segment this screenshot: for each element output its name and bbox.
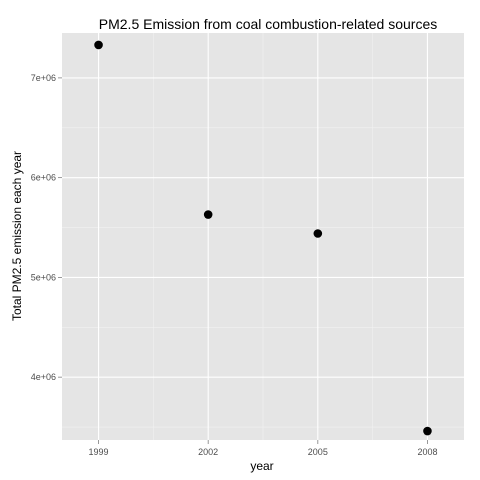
data-point bbox=[203, 210, 213, 219]
data-point bbox=[313, 229, 323, 238]
data-point bbox=[94, 40, 103, 50]
y-tick-label: 6e+06 bbox=[31, 173, 56, 183]
minor-gridlines bbox=[62, 33, 464, 440]
x-tick-label: 2005 bbox=[308, 447, 328, 457]
x-tick-label: 2002 bbox=[198, 447, 218, 457]
x-axis-ticks: 1999 2002 2005 2008 bbox=[89, 440, 437, 457]
data-point bbox=[423, 426, 432, 436]
y-tick-label: 4e+06 bbox=[31, 372, 56, 382]
x-axis-title: year bbox=[250, 459, 273, 473]
x-tick-label: 2008 bbox=[417, 447, 437, 457]
y-axis-title: Total PM2.5 emission each year bbox=[10, 151, 24, 321]
y-tick-label: 7e+06 bbox=[31, 73, 56, 83]
y-tick-label: 5e+06 bbox=[31, 272, 56, 282]
chart-title: PM2.5 Emission from coal combustion-rela… bbox=[99, 16, 437, 32]
data-points bbox=[94, 40, 432, 436]
y-axis-ticks: 4e+06 5e+06 6e+06 7e+06 bbox=[31, 73, 62, 382]
x-tick-label: 1999 bbox=[89, 447, 109, 457]
